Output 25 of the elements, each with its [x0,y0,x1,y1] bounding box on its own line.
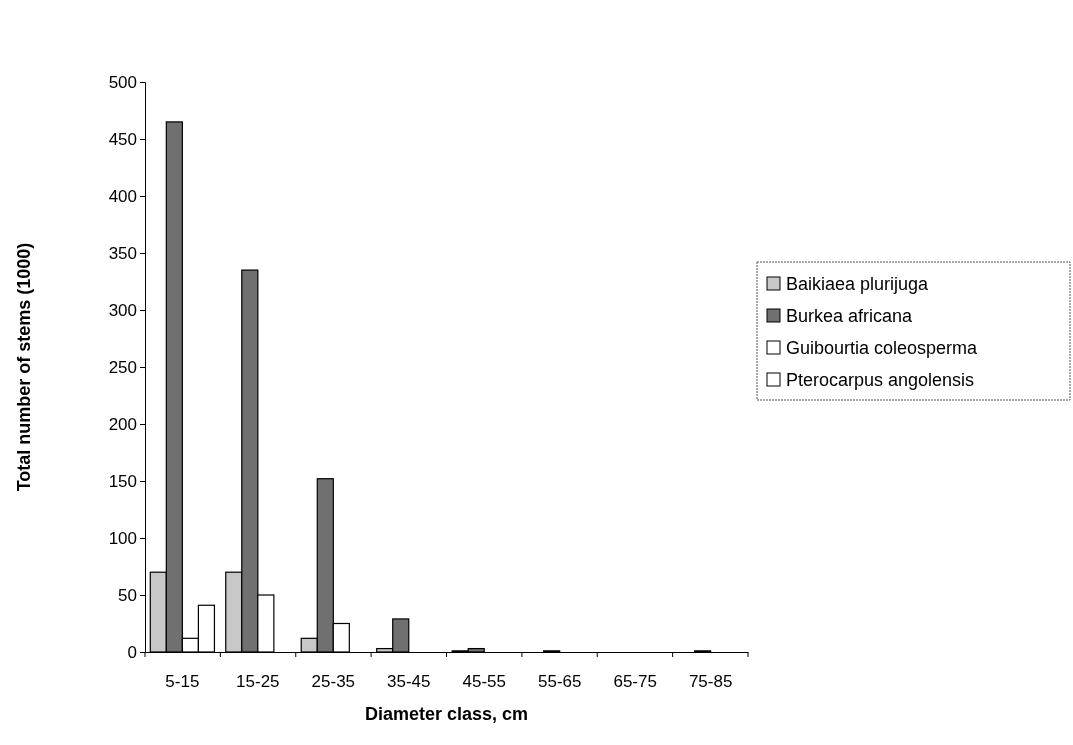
y-tick-label: 100 [108,528,137,548]
y-tick-label: 500 [108,72,137,92]
x-axis-title: Diameter class, cm [364,704,529,724]
x-tick-label: 5-15 [165,672,200,692]
y-tick-label: 400 [108,186,137,206]
x-tick-label: 75-85 [688,672,733,692]
y-tick-label: 150 [108,471,137,491]
legend-label: Burkea africana [786,306,914,326]
legend-label: Guibourtia coleosperma [786,338,979,358]
y-tick-label: 350 [108,243,137,263]
y-tick-label: 0 [127,642,137,662]
y-tick-label: 450 [108,129,137,149]
y-tick-label: 50 [118,585,137,605]
x-tick-label: 45-55 [462,672,506,692]
y-axis-title: Total number of stems (1000) [14,242,34,492]
x-tick-label: 65-75 [613,672,657,692]
legend-label: Baikiaea plurijuga [786,274,930,294]
x-tick-label: 25-35 [311,672,356,692]
legend-label: Pterocarpus angolensis [786,370,975,390]
y-tick-label: 200 [108,414,137,434]
y-tick-label: 250 [108,357,137,377]
y-tick-label: 300 [108,300,137,320]
x-tick-label: 55-65 [537,672,582,692]
x-tick-label: 35-45 [387,672,431,692]
x-tick-label: 15-25 [236,672,280,692]
